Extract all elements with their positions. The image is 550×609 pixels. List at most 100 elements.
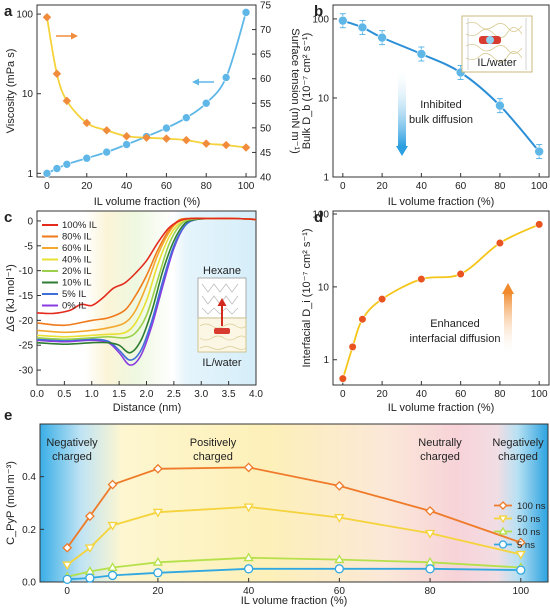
panel-b-point [534, 146, 544, 157]
panel-a-surface-tension-point [201, 139, 211, 148]
panel-b-xlabel: IL volume fraction (%) [388, 196, 495, 208]
panel-a-xtick-label: 100 [238, 181, 255, 192]
panel-e-xtick-label: 20 [152, 586, 164, 597]
panel-e-diamond-marker [425, 505, 435, 516]
panel-a-surface-tension-point [142, 133, 151, 142]
panel-e-diamond-marker [515, 537, 526, 548]
panel-e-triangle-down-marker [152, 508, 164, 518]
panel-e-series-line [66, 556, 521, 578]
panel-a-viscosity-point [182, 113, 191, 122]
panel-d-xtick-label: 60 [455, 389, 467, 400]
panel-d-point [348, 342, 357, 352]
panel-b-xtick-label: 80 [494, 181, 506, 192]
panel-e-region-4-line2: charged [498, 451, 538, 463]
panel-a-xtick-label: 20 [81, 181, 93, 192]
panel-a-orange-arrow [56, 32, 78, 40]
panel-c-legend-label: 20% IL [62, 266, 92, 277]
panel-b-annotation-line2: bulk diffusion [409, 114, 473, 126]
panel-a-right-ytick-label: 45 [260, 148, 272, 159]
panel-d-ylabel: Interfacial D_i (10⁻⁷ cm² s⁻¹) [301, 228, 313, 367]
panel-a-viscosity-point [82, 153, 92, 163]
panel-e-region-3-line2: charged [420, 451, 460, 463]
panel-e-triangle-down-marker [424, 529, 436, 539]
panel-d-annotation-line1: Enhanced [430, 318, 480, 330]
panel-c-xtick-label: 0.5 [57, 389, 71, 400]
panel-b-ytick-label: 10 [318, 93, 330, 104]
panel-e-ticks: 0 20 40 60 80 100 0.0 0.2 0.4 [22, 472, 529, 597]
panel-c-ytick-label: -5 [24, 241, 33, 252]
panel-e-series-line [66, 466, 522, 549]
panel-a-right-ytick-label: 60 [260, 74, 272, 85]
panel-c-xtick-label: 0.0 [30, 389, 44, 400]
panel-b-ytick-label: 100 [312, 14, 329, 25]
panel-d-point [338, 374, 347, 383]
panel-e-legend-label: 50 ns [517, 514, 540, 525]
panel-b-xtick-label: 20 [377, 181, 389, 192]
panel-c-ytick-label: -20 [19, 316, 34, 327]
panel-d-ytick-label: 1 [323, 355, 329, 366]
panel-e-triangle-down-marker [84, 544, 96, 554]
panel-a-viscosity-point [62, 159, 72, 169]
panel-a-surface-tension-point [241, 143, 251, 152]
panel-a-viscosity-point [42, 169, 52, 178]
panel-e-legend-marker [498, 515, 508, 524]
panel-e-triangle-down-marker [334, 514, 345, 523]
panel-a-series-right-line [46, 17, 247, 149]
panel-b-arrow-head [396, 146, 408, 156]
panel-d-point [417, 274, 426, 284]
panel-b-ytick-label: 1 [323, 173, 329, 184]
panel-a-right-ytick-label: 40 [260, 173, 272, 184]
panel-a-left-ytick-label: 10 [22, 89, 34, 100]
panel-c-ytick-label: -25 [19, 341, 34, 352]
panel-a-right-ytick-label: 70 [260, 25, 272, 36]
panel-d-plot-frame [332, 210, 550, 386]
panel-c-legend-label: 60% IL [62, 243, 92, 254]
panel-e-plot-frame [39, 423, 549, 583]
panel-d-ytick-label: 100 [312, 210, 329, 221]
panel-b-point [377, 32, 387, 43]
panel-e-triangle-up-marker [152, 556, 164, 566]
panel-e-xtick-label: 100 [512, 586, 529, 597]
panel-c-ytick-label: -15 [19, 291, 34, 302]
panel-e-diamond-marker [153, 463, 163, 474]
panel-a-viscosity-point [221, 73, 231, 82]
panel-e-legend-label: 10 ns [517, 527, 540, 538]
panel-e-legend-label: 100 ns [517, 501, 546, 512]
panel-b-ticks: 0 20 40 60 80 100 1 10 100 [312, 14, 548, 192]
panel-a-surface-tension-point [182, 135, 191, 145]
panel-e-diamond-marker [243, 462, 254, 473]
panel-b-letter: b [314, 3, 323, 20]
panel-e-diamond-marker [62, 542, 73, 553]
panel-e-circle-marker [243, 564, 254, 574]
panel-e-ytick-label: 0.2 [22, 525, 36, 536]
panel-d-point [495, 238, 505, 248]
panel-a-surface-tension-point [82, 118, 92, 128]
panel-c-ytick-label: -10 [19, 266, 34, 277]
panel-d-ticks: 0 20 40 60 80 100 1 10 100 [312, 210, 548, 400]
panel-a-left-ytick-label: 1 [27, 169, 33, 180]
panel-e-triangle-up-marker [334, 554, 345, 564]
panel-d-letter: d [314, 209, 323, 226]
panel-c-ylabel: ΔG (kJ mol⁻¹) [5, 264, 17, 332]
panel-c-xtick-label: 2.0 [140, 389, 154, 400]
panel-b-plot-frame [332, 4, 550, 178]
panel-b-point [416, 49, 427, 59]
panel-d-xtick-label: 100 [531, 389, 548, 400]
panel-d: d 0 20 40 60 80 100 1 10 100 IL volume fraction … [301, 209, 550, 414]
panel-c-legend-label: 80% IL [62, 232, 92, 243]
panel-a-surface-tension-point [162, 134, 171, 143]
panel-b-point [495, 100, 505, 111]
panel-e-series [62, 462, 526, 585]
panel-e-triangle-up-marker [243, 552, 254, 562]
panel-b-point [357, 22, 368, 33]
panel-e-circle-marker [516, 565, 526, 575]
panel-c-inset-molecular-box: Hexane IL/water [197, 265, 247, 369]
panel-e-legend-label: 5 ns [517, 540, 535, 551]
panel-a-surface-tension-point [221, 140, 231, 150]
panel-a-xtick-label: 0 [44, 181, 50, 192]
panel-c-ytick-label: -30 [19, 366, 34, 377]
panel-e-legend: 100 ns 50 ns 10 ns 5 ns [494, 501, 546, 551]
panel-e-letter: e [4, 407, 12, 424]
panel-e-diamond-marker [334, 480, 345, 491]
panel-d-arrow-shaft [504, 292, 512, 356]
